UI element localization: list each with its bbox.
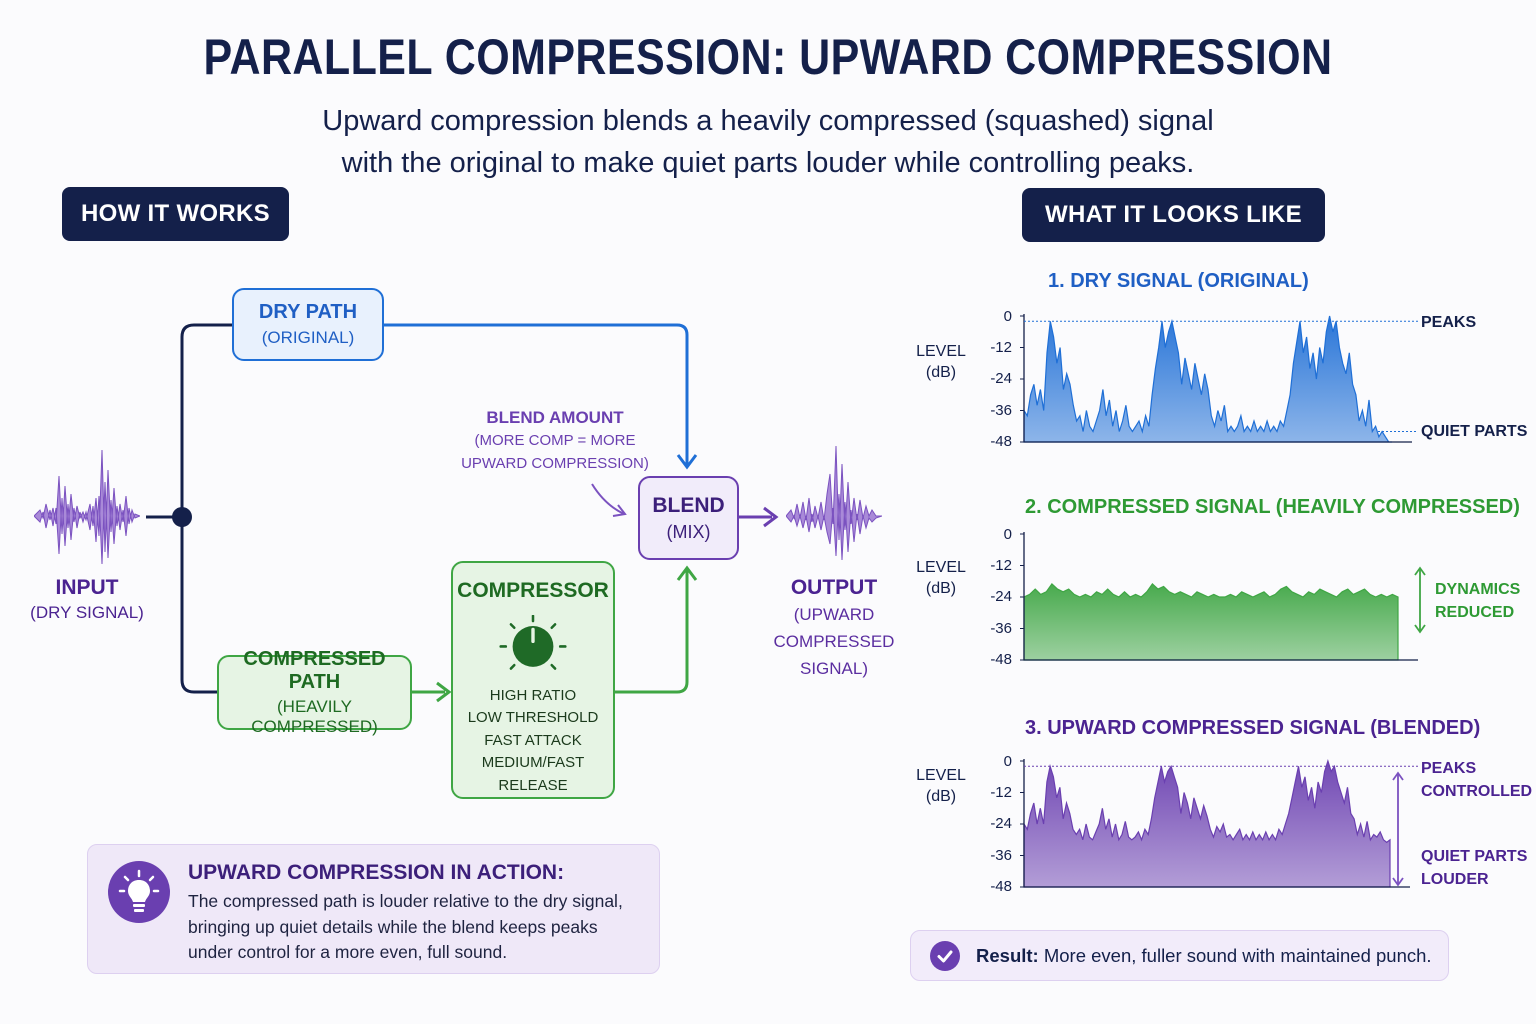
blend-amount-line-3: UPWARD COMPRESSION) (461, 455, 649, 472)
blend-amount-line-2: (MORE COMP = MORE (474, 432, 636, 449)
compressor-setting-release: MEDIUM/FAST RELEASE (481, 754, 585, 794)
chart-dry-quiet-label: QUIET PARTS (1421, 423, 1528, 440)
compressor-title: COMPRESSOR (457, 579, 609, 602)
annotation-line: DYNAMICS (1435, 581, 1521, 598)
annotation-line: REDUCED (1435, 604, 1515, 621)
lightbulb-icon (108, 861, 170, 923)
upward-compression-info-card: UPWARD COMPRESSION IN ACTION: The compre… (87, 844, 660, 974)
ytick: -48 (990, 433, 1012, 450)
chart-blended-title: 3. UPWARD COMPRESSED SIGNAL (BLENDED) (1025, 717, 1481, 739)
signal-flow-connectors (146, 323, 779, 703)
info-card-title: UPWARD COMPRESSION IN ACTION: (188, 861, 565, 884)
chart-dry-title: 1. DRY SIGNAL (ORIGINAL) (1048, 270, 1309, 292)
page-subtitle: Upward compression blends a heavily comp… (0, 100, 1536, 184)
ytick: 0 (1003, 753, 1012, 770)
info-card-line-1: The compressed path is louder relative t… (188, 891, 623, 911)
chart-compressed-ylabel: LEVEL (dB) (916, 559, 966, 597)
dynamics-reduced-arrow-icon (1414, 566, 1426, 634)
output-title: OUTPUT (790, 576, 878, 599)
blend-amount-note: BLEND AMOUNT (MORE COMP = MORE UPWARD CO… (455, 406, 655, 475)
blend-title: BLEND (652, 493, 725, 517)
result-description: More even, fuller sound with maintained … (1038, 944, 1432, 966)
ytick: -48 (990, 651, 1012, 668)
result-text: Result: More even, fuller sound with mai… (976, 945, 1432, 967)
compressor-setting-attack: FAST ATTACK (484, 731, 582, 749)
section-header-what-it-looks-like: WHAT IT LOOKS LIKE (1022, 188, 1325, 242)
info-card-line-3: under control for a more even, full soun… (188, 942, 508, 962)
subtitle-line-1: Upward compression blends a heavily comp… (322, 105, 1214, 137)
dry-path-node: DRY PATH (ORIGINAL) (232, 288, 384, 361)
input-subtitle: (DRY SIGNAL) (30, 603, 144, 622)
chart-dry-plot (1020, 314, 1418, 443)
ytick: -12 (990, 339, 1012, 356)
blend-subtitle: (MIX) (666, 521, 711, 542)
chart-dry-peaks-label: PEAKS (1421, 314, 1477, 331)
result-banner: Result: More even, fuller sound with mai… (910, 930, 1449, 981)
output-label: OUTPUT (UPWARD COMPRESSED SIGNAL) (770, 576, 898, 681)
peaks-quiet-range-arrow-icon (1392, 771, 1404, 887)
ytick: -12 (990, 784, 1012, 801)
ytick: -12 (990, 557, 1012, 574)
chart-compressed-plot (1020, 532, 1418, 661)
ytick: -48 (990, 878, 1012, 895)
input-waveform-icon (34, 449, 140, 565)
ytick: -36 (990, 847, 1012, 864)
check-circle-icon (930, 940, 960, 971)
input-title: INPUT (55, 576, 119, 599)
info-card-body: The compressed path is louder relative t… (188, 889, 648, 966)
compressor-setting-ratio: HIGH RATIO (489, 686, 577, 704)
blend-node: BLEND (MIX) (638, 476, 739, 560)
subtitle-line-2: with the original to make quiet parts lo… (341, 147, 1195, 179)
chart-blended-quiet-annotation: QUIET PARTS LOUDER (1421, 845, 1527, 891)
result-label: Result: (976, 944, 1039, 966)
annotation-line: LOUDER (1421, 871, 1489, 888)
chart-blended-ylabel: LEVEL (dB) (916, 767, 966, 805)
ytick: -24 (990, 370, 1012, 387)
ytick: -36 (990, 402, 1012, 419)
chart-compressed-annotation: DYNAMICS REDUCED (1435, 578, 1520, 624)
chart-dry-ylabel: LEVEL (dB) (916, 343, 966, 381)
compressor-node: COMPRESSOR HIGH RATIO LOW THRESHOLD FAST… (451, 561, 615, 799)
annotation-line: CONTROLLED (1421, 783, 1533, 800)
compressor-setting-threshold: LOW THRESHOLD (467, 709, 599, 726)
compressed-path-subtitle: (HEAVILY COMPRESSED) (251, 697, 378, 736)
info-card-line-2: bringing up quiet details while the blen… (188, 916, 598, 937)
chart-blended-peaks-annotation: PEAKS CONTROLLED (1421, 757, 1532, 803)
chart-compressed-title: 2. COMPRESSED SIGNAL (HEAVILY COMPRESSED… (1025, 496, 1520, 518)
output-waveform-icon (786, 445, 882, 561)
output-subtitle-3: SIGNAL) (799, 659, 869, 678)
blend-amount-title: BLEND AMOUNT (486, 408, 624, 427)
ytick: 0 (1003, 308, 1012, 325)
dry-path-subtitle: (ORIGINAL) (261, 328, 355, 347)
dry-path-title: DRY PATH (258, 301, 358, 323)
annotation-line: QUIET PARTS (1421, 848, 1528, 865)
compressed-path-node: COMPRESSED PATH (HEAVILY COMPRESSED) (217, 648, 412, 736)
compressed-path-title: COMPRESSED PATH (243, 648, 386, 693)
input-label: INPUT (DRY SIGNAL) (22, 576, 152, 623)
ytick: 0 (1003, 526, 1012, 543)
ytick: -36 (990, 620, 1012, 637)
page-title: PARALLEL COMPRESSION: UPWARD COMPRESSION (203, 29, 1333, 85)
section-header-how-it-works: HOW IT WORKS (62, 187, 289, 241)
compressor-knob-icon (499, 615, 567, 670)
output-subtitle-2: COMPRESSED (773, 632, 895, 651)
annotation-line: PEAKS (1421, 760, 1477, 777)
ytick: -24 (990, 815, 1012, 832)
ytick: -24 (990, 588, 1012, 605)
chart-blended-plot (1020, 758, 1418, 888)
output-subtitle-1: (UPWARD (793, 605, 875, 624)
